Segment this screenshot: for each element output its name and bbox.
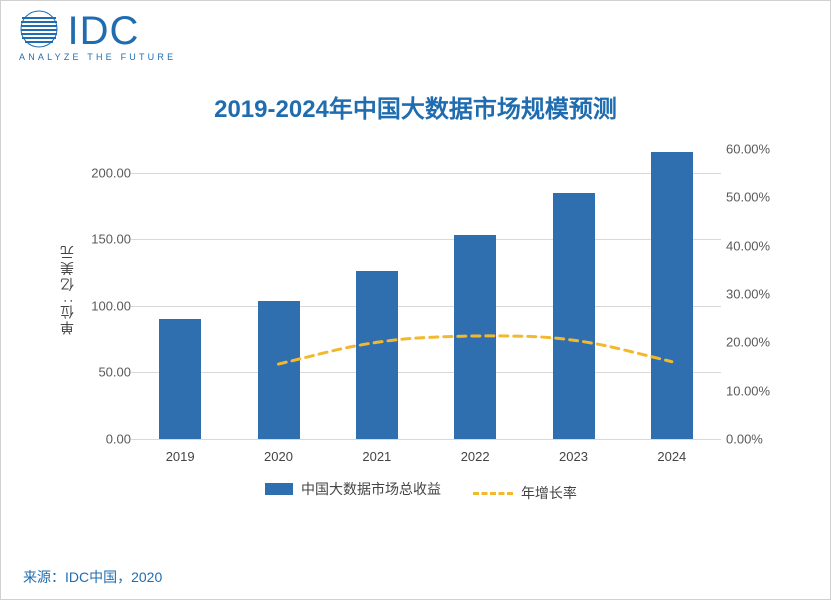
globe-icon xyxy=(19,9,59,54)
logo-tagline: ANALYZE THE FUTURE xyxy=(19,52,176,62)
bar xyxy=(159,319,201,439)
y-left-tick-label: 50.00 xyxy=(89,365,131,380)
y-right-tick-label: 60.00% xyxy=(726,142,770,157)
bar xyxy=(651,152,693,439)
y-right-tick-label: 50.00% xyxy=(726,190,770,205)
x-tick-label: 2019 xyxy=(166,449,195,464)
y-right-tick-label: 20.00% xyxy=(726,335,770,350)
y-right-tick-label: 10.00% xyxy=(726,383,770,398)
gridline xyxy=(131,439,721,440)
gridline xyxy=(131,239,721,240)
x-tick-label: 2020 xyxy=(264,449,293,464)
legend-bar-swatch xyxy=(265,483,293,495)
y-right-tick-label: 0.00% xyxy=(726,432,763,447)
source-text: 来源：IDC中国，2020 xyxy=(23,567,162,587)
bar xyxy=(553,193,595,439)
legend-item-line: 年增长率 xyxy=(473,483,577,503)
y-left-tick-label: 100.00 xyxy=(89,298,131,313)
legend-line-label: 年增长率 xyxy=(521,483,577,503)
bar xyxy=(258,301,300,439)
bar xyxy=(356,271,398,439)
legend-line-swatch xyxy=(473,492,513,495)
y-right-tick-label: 30.00% xyxy=(726,287,770,302)
gridline xyxy=(131,306,721,307)
legend-item-bar: 中国大数据市场总收益 xyxy=(265,479,441,499)
chart-area: 单位: 亿美元 中国大数据市场总收益 年增长率 0.00 50.00 100.00 1… xyxy=(41,129,801,519)
line-series xyxy=(131,149,721,439)
y-left-axis-title: 单位: 亿美元 xyxy=(57,243,77,335)
y-left-tick-label: 200.00 xyxy=(89,165,131,180)
x-tick-label: 2021 xyxy=(362,449,391,464)
chart-title: 2019-2024年中国大数据市场规模预测 xyxy=(1,89,830,124)
gridline xyxy=(131,372,721,373)
legend: 中国大数据市场总收益 年增长率 xyxy=(41,479,801,504)
logo: IDC ANALYZE THE FUTURE xyxy=(19,9,176,62)
logo-brand: IDC xyxy=(67,9,139,54)
bar xyxy=(454,235,496,439)
x-tick-label: 2022 xyxy=(461,449,490,464)
plot-area xyxy=(131,149,721,439)
x-tick-label: 2023 xyxy=(559,449,588,464)
y-right-tick-label: 40.00% xyxy=(726,238,770,253)
y-left-tick-label: 150.00 xyxy=(89,232,131,247)
legend-bar-label: 中国大数据市场总收益 xyxy=(301,479,441,499)
y-left-tick-label: 0.00 xyxy=(89,432,131,447)
x-tick-label: 2024 xyxy=(657,449,686,464)
gridline xyxy=(131,173,721,174)
